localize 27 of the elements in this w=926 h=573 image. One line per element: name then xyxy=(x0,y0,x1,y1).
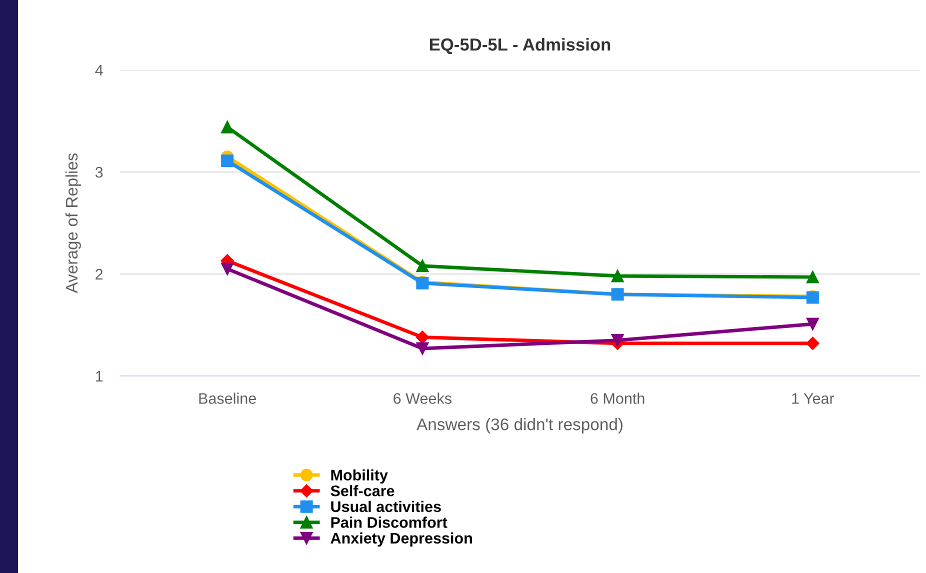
point xyxy=(611,270,624,282)
y-tick-label: 2 xyxy=(96,268,103,280)
x-axis-title: Answers (36 didn't respond) xyxy=(416,418,622,434)
y-tick-label: 3 xyxy=(95,166,103,178)
point xyxy=(806,270,819,284)
point xyxy=(416,330,430,344)
point xyxy=(221,154,234,168)
x-tick-label: 6 Weeks xyxy=(394,392,452,404)
point xyxy=(806,318,819,330)
chart-title: EQ-5D-5L - Admission xyxy=(430,38,610,54)
point xyxy=(221,262,234,276)
point xyxy=(806,336,820,350)
legend-label: Pain Discomfort xyxy=(331,516,448,528)
point xyxy=(416,342,429,355)
x-tick-label: 6 Month xyxy=(590,392,644,404)
legend-label: Anxiety Depression xyxy=(330,532,472,547)
legend-label: Mobility xyxy=(331,469,388,484)
legend-label: Self-care xyxy=(330,485,394,496)
legend-label: Usual activities xyxy=(331,500,441,512)
y-tick-label: 1 xyxy=(96,371,103,382)
point xyxy=(416,260,429,272)
y-tick-label: 4 xyxy=(95,65,103,76)
y-axis-title: Average of Replies xyxy=(65,153,81,294)
point xyxy=(611,334,624,347)
x-tick-label: Baseline xyxy=(199,392,256,404)
point xyxy=(221,120,234,134)
x-tick-label: 1 Year xyxy=(792,393,834,404)
